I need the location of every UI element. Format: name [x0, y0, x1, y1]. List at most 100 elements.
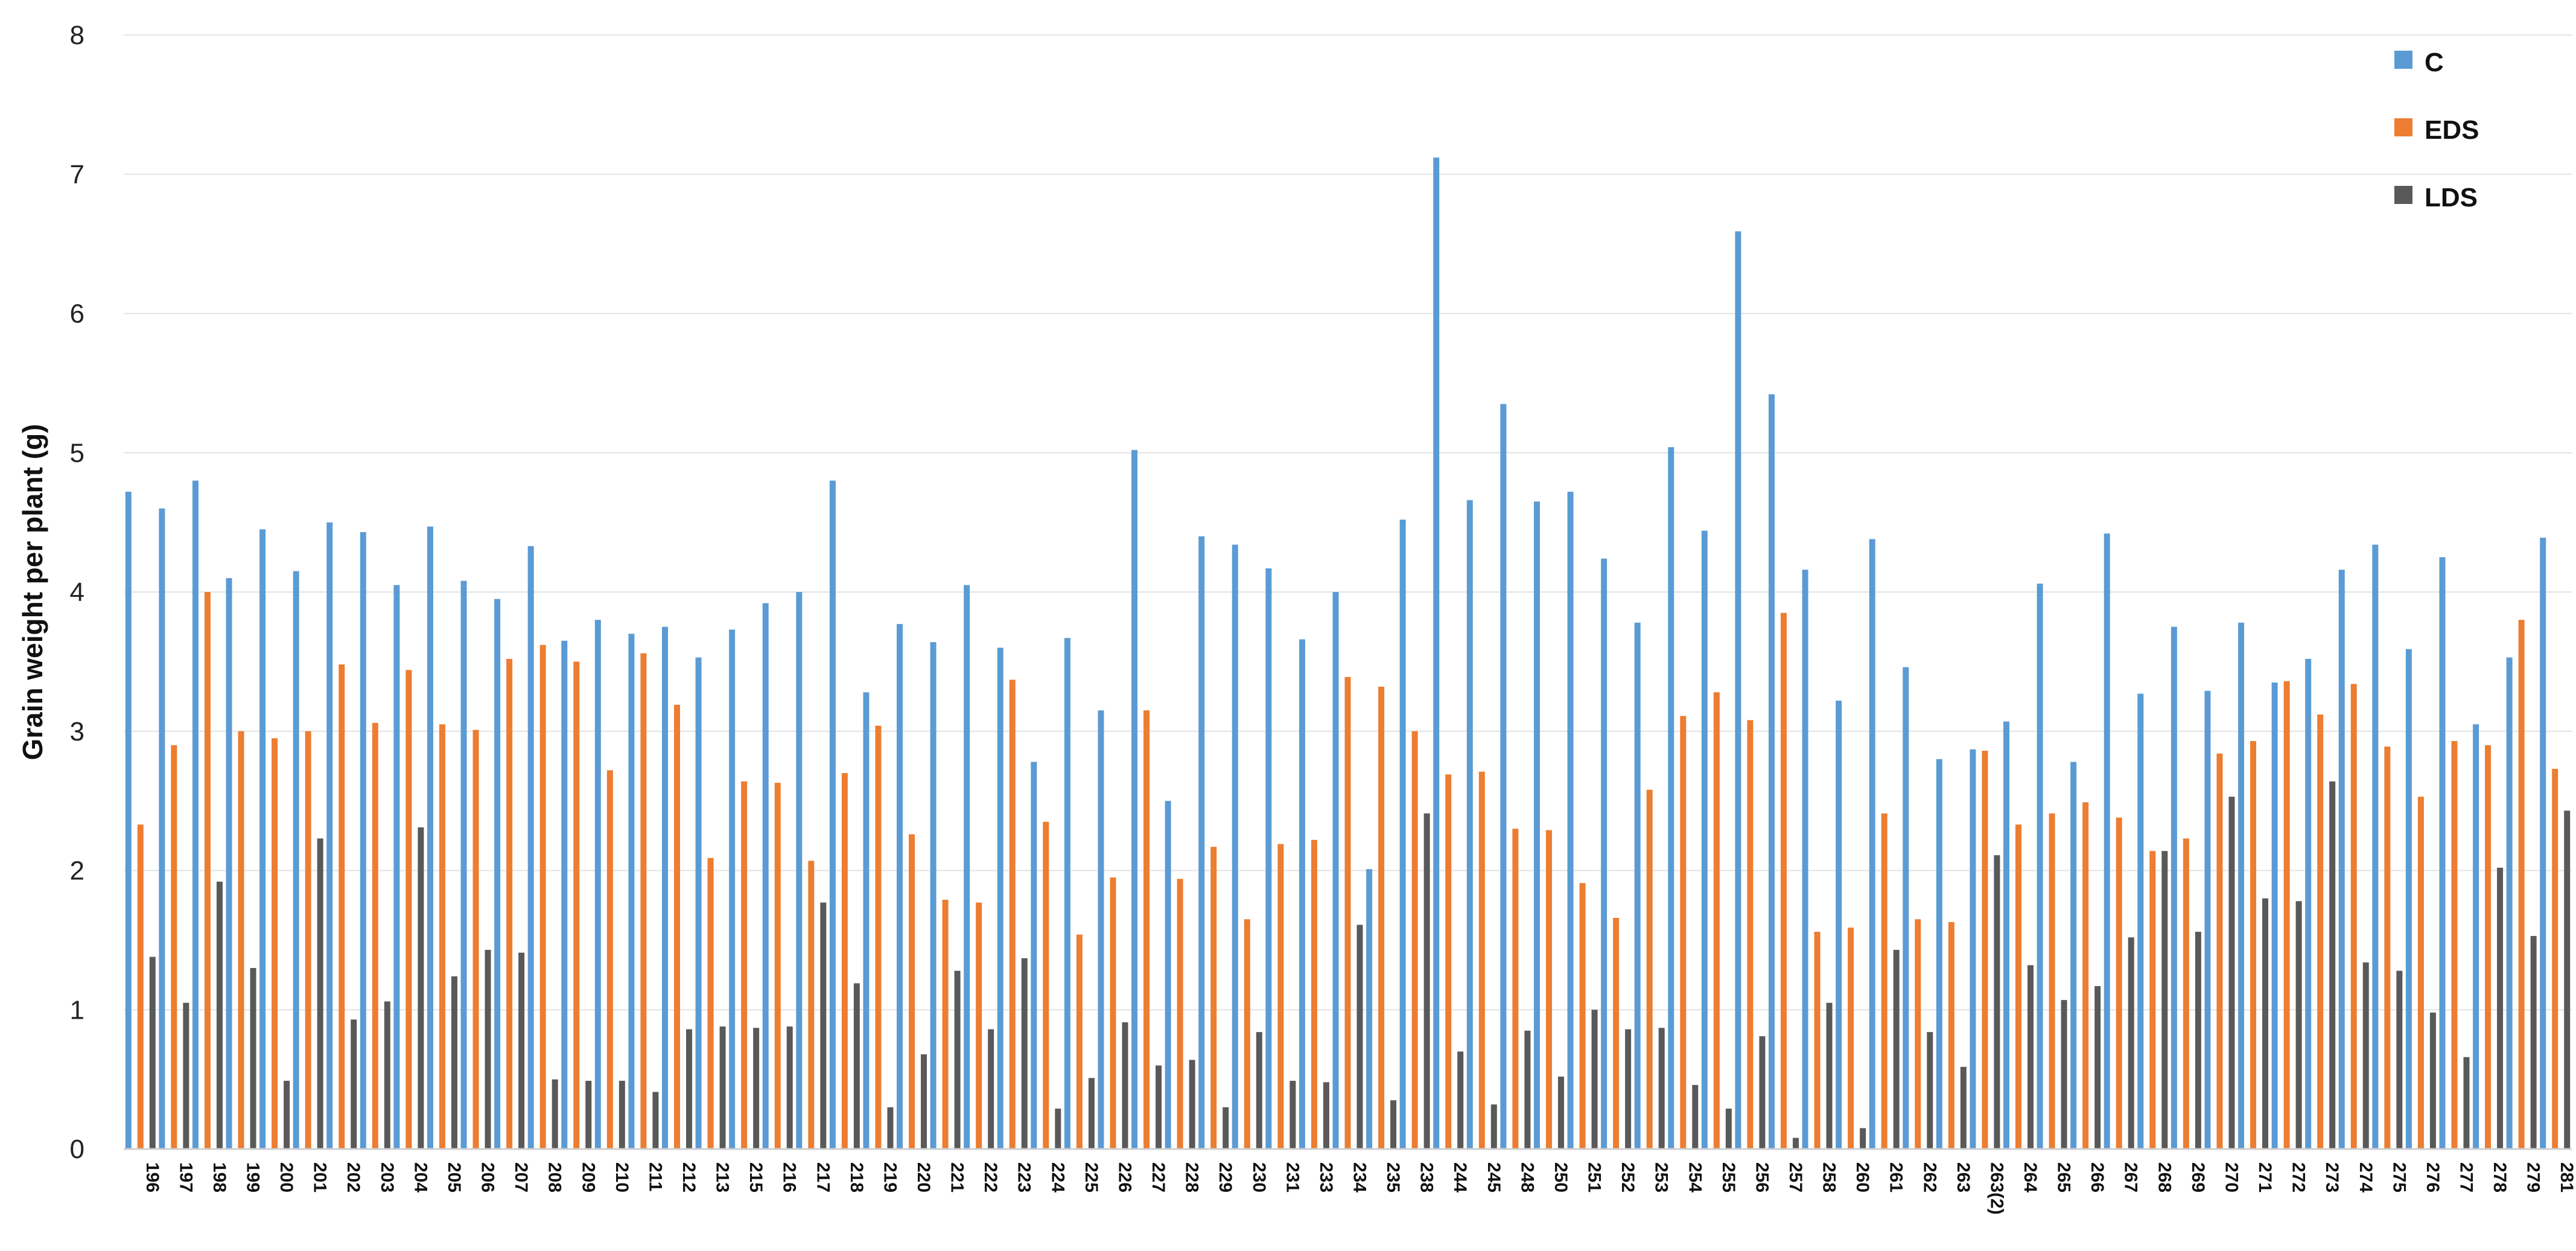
bar-eds-255: [1713, 692, 1720, 1149]
x-tick-label: 252: [1618, 1162, 1638, 1192]
bar-lds-271: [2262, 898, 2269, 1149]
bar-eds-274: [2350, 684, 2357, 1149]
bar-lds-216: [786, 1026, 793, 1149]
y-tick-label: 7: [70, 160, 84, 189]
x-tick-label: 251: [1585, 1162, 1604, 1192]
bar-eds-270: [2216, 753, 2223, 1149]
bar-eds-251: [1579, 883, 1586, 1149]
bar-lds-252: [1625, 1029, 1632, 1149]
bar-lds-261: [1893, 950, 1900, 1149]
bar-c-272: [2271, 682, 2278, 1149]
bar-c-215: [729, 629, 736, 1149]
bar-lds-201: [317, 838, 323, 1149]
bar-c-245: [1466, 500, 1473, 1149]
x-tick-label: 248: [1517, 1162, 1537, 1192]
y-axis-ticks: 0 1 2 3 4 5 6 7 8: [70, 21, 84, 1164]
bar-lds-221: [954, 970, 961, 1149]
x-tick-label: 277: [2456, 1162, 2476, 1192]
x-tick-label: 262: [1919, 1162, 1939, 1192]
bar-lds-227: [1156, 1065, 1162, 1149]
legend: C EDS LDS: [2394, 48, 2479, 212]
bar-eds-275: [2384, 746, 2391, 1149]
bar-lds-245: [1490, 1104, 1497, 1149]
bar-eds-217: [808, 861, 815, 1149]
bar-c-250: [1533, 501, 1540, 1150]
bar-eds-262: [1915, 919, 1921, 1149]
x-tick-label: 208: [545, 1162, 565, 1192]
bar-eds-281: [2552, 769, 2559, 1149]
bar-c-275: [2372, 544, 2379, 1149]
bar-eds-220: [909, 834, 915, 1149]
bar-c-199: [226, 578, 232, 1149]
bar-eds-263: [1948, 922, 1954, 1149]
x-axis-ticks: 196 197 198 199 200 201 202 203 204 205 206 207 208 2…: [142, 1162, 2576, 1215]
bar-eds-265: [2049, 813, 2055, 1149]
bar-eds-256: [1747, 720, 1754, 1149]
bar-c-252: [1601, 558, 1608, 1149]
x-tick-label: 219: [880, 1162, 900, 1192]
bar-c-279: [2506, 657, 2513, 1149]
bar-lds-212: [685, 1029, 692, 1149]
bar-eds-213: [707, 858, 714, 1149]
x-tick-label: 265: [2054, 1162, 2074, 1192]
x-tick-label: 206: [478, 1162, 498, 1192]
x-tick-label: 205: [444, 1162, 464, 1192]
bar-lds-273: [2329, 781, 2336, 1149]
x-tick-label: 235: [1383, 1162, 1403, 1192]
bar-eds-211: [640, 653, 647, 1149]
bar-lds-211: [652, 1092, 659, 1149]
bar-eds-219: [875, 725, 882, 1149]
bar-lds-210: [619, 1080, 625, 1149]
bar-c-209: [561, 640, 568, 1149]
bar-c-264: [2003, 721, 2010, 1149]
bar-c-228: [1165, 801, 1171, 1149]
x-tick-label: 276: [2423, 1162, 2443, 1192]
bar-lds-207: [518, 952, 525, 1149]
y-tick-label: 6: [70, 299, 84, 329]
bar-c-200: [259, 529, 266, 1149]
bar-c-274: [2338, 570, 2345, 1149]
bar-c-248: [1500, 404, 1507, 1149]
bar-eds-273: [2317, 715, 2324, 1149]
bar-c-203: [360, 532, 366, 1149]
bar-c-196: [125, 491, 132, 1149]
bar-eds-278: [2485, 745, 2492, 1149]
bar-eds-261: [1881, 813, 1887, 1149]
bar-lds-225: [1088, 1078, 1095, 1149]
x-tick-label: 202: [343, 1162, 363, 1192]
bar-lds-266: [2094, 986, 2101, 1149]
bar-lds-222: [988, 1029, 994, 1149]
x-tick-label: 274: [2356, 1162, 2376, 1192]
bar-c-211: [628, 634, 635, 1149]
bar-c-197: [159, 508, 165, 1149]
bar-c-223: [997, 648, 1003, 1149]
bar-eds-218: [841, 772, 848, 1149]
bar-eds-209: [573, 661, 580, 1149]
bar-eds-233: [1311, 839, 1317, 1149]
bar-lds-274: [2362, 962, 2369, 1149]
bar-eds-204: [405, 670, 412, 1149]
bar-eds-279: [2518, 620, 2525, 1149]
bar-eds-224: [1043, 821, 1049, 1149]
x-tick-label: 218: [847, 1162, 867, 1192]
x-tick-label: 212: [679, 1162, 699, 1192]
bar-c-277: [2439, 557, 2446, 1149]
x-tick-label: 217: [813, 1162, 833, 1192]
bar-c-210: [594, 620, 601, 1149]
bar-c-224: [1031, 762, 1037, 1149]
bar-lds-257: [1792, 1138, 1799, 1149]
bar-c-204: [393, 585, 400, 1149]
bar-c-202: [326, 522, 333, 1149]
bar-lds-205: [451, 976, 457, 1149]
x-tick-label: 199: [243, 1162, 263, 1192]
bar-lds-263(2): [1994, 855, 2000, 1149]
bar-eds-196: [137, 824, 144, 1149]
legend-label-lds: LDS: [2425, 183, 2478, 212]
x-tick-label: 266: [2087, 1162, 2107, 1192]
bar-eds-197: [171, 745, 177, 1149]
bar-lds-254: [1692, 1084, 1699, 1149]
bar-c-206: [460, 581, 467, 1149]
bar-c-225: [1064, 638, 1070, 1149]
bar-c-233: [1299, 639, 1305, 1149]
bar-eds-269: [2183, 838, 2189, 1149]
